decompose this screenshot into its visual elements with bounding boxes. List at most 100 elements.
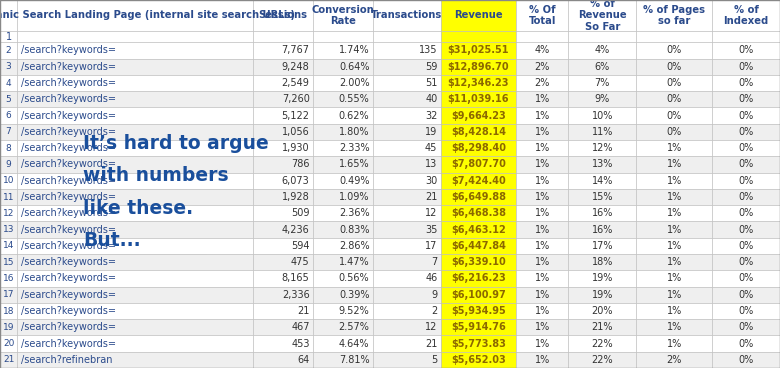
Text: 21%: 21% (591, 322, 613, 332)
Bar (569, 336, 636, 352)
Text: 1%: 1% (535, 290, 550, 300)
Text: 7: 7 (431, 257, 438, 267)
Bar (373, 270, 441, 287)
Bar (712, 303, 780, 319)
Text: 15: 15 (3, 258, 14, 267)
Text: $9,664.23: $9,664.23 (451, 111, 506, 121)
Bar (516, 0, 569, 31)
Bar (712, 91, 780, 107)
Text: 1%: 1% (667, 192, 682, 202)
Bar (0, 238, 17, 254)
Bar (569, 124, 636, 140)
Text: 1%: 1% (535, 159, 550, 169)
Text: 6: 6 (5, 111, 12, 120)
Bar (17, 254, 253, 270)
Text: 30: 30 (425, 176, 438, 186)
Text: $6,447.84: $6,447.84 (451, 241, 506, 251)
Bar (712, 173, 780, 189)
Text: 1%: 1% (535, 322, 550, 332)
Bar (441, 124, 516, 140)
Bar (17, 75, 253, 91)
Bar (313, 173, 373, 189)
Bar (712, 238, 780, 254)
Text: $8,428.14: $8,428.14 (451, 127, 506, 137)
Bar (712, 287, 780, 303)
Bar (313, 0, 373, 31)
Bar (0, 42, 17, 59)
Bar (569, 352, 636, 368)
Text: 17: 17 (425, 241, 438, 251)
Text: /search?keywords=: /search?keywords= (21, 192, 116, 202)
Bar (253, 303, 313, 319)
Text: 0%: 0% (739, 208, 753, 218)
Bar (0, 352, 17, 368)
Bar (516, 31, 569, 42)
Text: 2,336: 2,336 (282, 290, 310, 300)
Text: 0%: 0% (739, 159, 753, 169)
Text: 1%: 1% (667, 290, 682, 300)
Text: 9: 9 (5, 160, 12, 169)
Text: /search?keywords=: /search?keywords= (21, 208, 116, 218)
Bar (313, 254, 373, 270)
Bar (313, 238, 373, 254)
Bar (253, 91, 313, 107)
Bar (0, 59, 17, 75)
Text: 0%: 0% (667, 94, 682, 104)
Text: 0%: 0% (739, 306, 753, 316)
Text: 1%: 1% (535, 339, 550, 348)
Bar (636, 42, 712, 59)
Text: 1%: 1% (667, 273, 682, 283)
Bar (0, 222, 17, 238)
Bar (17, 31, 253, 42)
Bar (569, 75, 636, 91)
Text: 1%: 1% (667, 208, 682, 218)
Text: 1,930: 1,930 (282, 143, 310, 153)
Text: $6,649.88: $6,649.88 (451, 192, 506, 202)
Bar (636, 0, 712, 31)
Text: 4,236: 4,236 (282, 224, 310, 234)
Text: 1%: 1% (535, 241, 550, 251)
Text: 0%: 0% (739, 355, 753, 365)
Bar (313, 31, 373, 42)
Bar (373, 91, 441, 107)
Bar (313, 205, 373, 222)
Bar (373, 156, 441, 173)
Text: 1%: 1% (535, 111, 550, 121)
Bar (712, 222, 780, 238)
Bar (636, 222, 712, 238)
Text: /search?keywords=: /search?keywords= (21, 159, 116, 169)
Bar (441, 0, 516, 31)
Bar (0, 31, 17, 42)
Text: 19: 19 (3, 323, 14, 332)
Text: 4: 4 (5, 78, 12, 88)
Text: 0%: 0% (739, 224, 753, 234)
Bar (516, 107, 569, 124)
Text: $6,100.97: $6,100.97 (451, 290, 506, 300)
Bar (253, 0, 313, 31)
Bar (636, 140, 712, 156)
Text: /search?keywords=: /search?keywords= (21, 290, 116, 300)
Text: 1%: 1% (535, 306, 550, 316)
Text: 594: 594 (291, 241, 310, 251)
Text: 5: 5 (5, 95, 12, 104)
Text: $5,773.83: $5,773.83 (451, 339, 506, 348)
Text: 19%: 19% (591, 290, 613, 300)
Text: 0%: 0% (739, 127, 753, 137)
Bar (0, 140, 17, 156)
Bar (516, 336, 569, 352)
Text: 0%: 0% (739, 241, 753, 251)
Bar (17, 303, 253, 319)
Text: 0%: 0% (667, 46, 682, 56)
Bar (441, 91, 516, 107)
Bar (441, 270, 516, 287)
Text: 0%: 0% (667, 78, 682, 88)
Text: /search?keywords=: /search?keywords= (21, 241, 116, 251)
Text: 9,248: 9,248 (282, 62, 310, 72)
Text: 22%: 22% (591, 339, 613, 348)
Bar (373, 173, 441, 189)
Text: 0%: 0% (739, 143, 753, 153)
Text: 9.52%: 9.52% (339, 306, 370, 316)
Bar (441, 319, 516, 336)
Bar (516, 91, 569, 107)
Text: with numbers: with numbers (83, 166, 229, 185)
